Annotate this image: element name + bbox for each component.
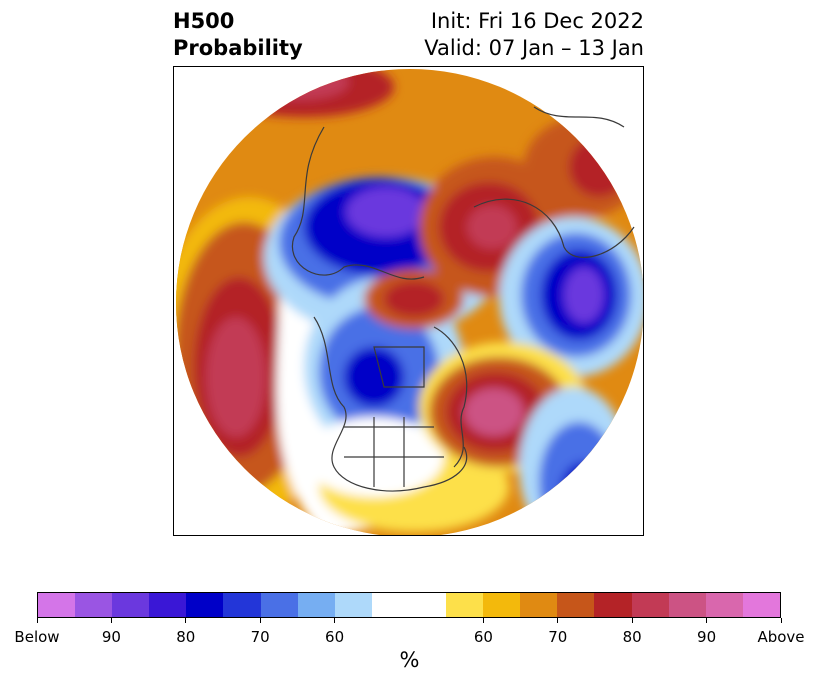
colorbar-below-segment: [223, 593, 261, 617]
init-date: Init: Fri 16 Dec 2022: [430, 9, 644, 33]
map-panel: [173, 66, 644, 536]
probability-field: [176, 69, 643, 535]
title-type: Probability: [173, 36, 303, 60]
colorbar-tick-mark: [259, 618, 261, 623]
colorbar-tick-label: 70: [548, 628, 568, 646]
colorbar-tick-label: 70: [250, 628, 270, 646]
chart-title: H500 Probability: [173, 8, 303, 62]
colorbar-above-segment: [557, 593, 595, 617]
colorbar-above-segment: [631, 593, 669, 617]
colorbar-tick-mark: [482, 618, 484, 623]
colorbar-tick-label: 90: [697, 628, 717, 646]
colorbar-tick-label: 80: [622, 628, 642, 646]
colorbar-below-segment: [75, 593, 113, 617]
coastlines: [291, 106, 635, 492]
chart-dates: Init: Fri 16 Dec 2022 Valid: 07 Jan – 13…: [424, 8, 644, 62]
colorbar-above-segment: [705, 593, 743, 617]
colorbar-tick-mark: [706, 618, 708, 623]
colorbar-tick-mark: [110, 618, 112, 623]
valid-range: Valid: 07 Jan – 13 Jan: [424, 36, 644, 60]
colorbar-above-segment: [668, 593, 706, 617]
colorbar-tick-label: 60: [473, 628, 493, 646]
colorbar-tick-label: 80: [176, 628, 196, 646]
colorbar-unit: %: [399, 648, 420, 672]
colorbar-neutral-segment: [371, 593, 447, 617]
colorbar-above-segment: [483, 593, 521, 617]
colorbar-tick-mark: [557, 618, 559, 623]
colorbar-tick-label: 60: [325, 628, 345, 646]
colorbar: [37, 592, 781, 618]
colorbar-below-segment: [186, 593, 224, 617]
colorbar-below-segment: [334, 593, 372, 617]
colorbar-tick-label: 90: [101, 628, 121, 646]
colorbar-above-segment: [742, 593, 780, 617]
colorbar-tick-mark: [334, 618, 336, 623]
colorbar-tick-mark: [185, 618, 187, 623]
colorbar-tick-mark: [36, 618, 38, 623]
colorbar-below-segment: [260, 593, 298, 617]
probability-map: [176, 69, 643, 535]
colorbar-above-segment: [520, 593, 558, 617]
colorbar-tick-label: Above: [757, 628, 805, 646]
colorbar-below-segment: [297, 593, 335, 617]
colorbar-above-segment: [594, 593, 632, 617]
colorbar-below-segment: [112, 593, 150, 617]
title-variable: H500: [173, 9, 235, 33]
colorbar-tick-mark: [780, 618, 782, 623]
colorbar-tick-mark: [631, 618, 633, 623]
colorbar-below-segment: [149, 593, 187, 617]
colorbar-above-segment: [446, 593, 484, 617]
colorbar-tick-label: Below: [14, 628, 60, 646]
colorbar-below-segment: [38, 593, 76, 617]
